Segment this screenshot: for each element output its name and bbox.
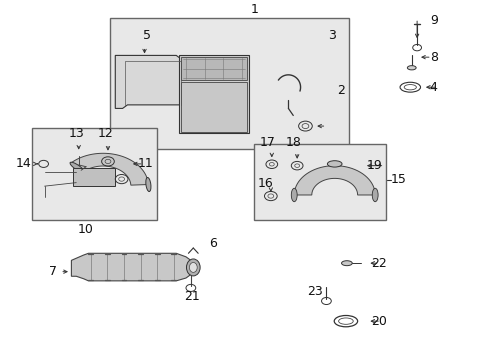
Text: 19: 19 [366, 159, 381, 172]
Text: 15: 15 [390, 172, 406, 186]
Ellipse shape [145, 177, 151, 192]
Text: 9: 9 [429, 14, 437, 27]
Text: 18: 18 [285, 136, 301, 149]
Bar [254, 144, 385, 220]
Bar [32, 128, 157, 220]
Bar [110, 18, 348, 149]
Text: 17: 17 [260, 136, 275, 149]
Ellipse shape [371, 188, 377, 202]
Polygon shape [71, 153, 148, 185]
Text: 3: 3 [327, 29, 336, 42]
Ellipse shape [407, 66, 415, 70]
Text: 14: 14 [15, 157, 31, 170]
Ellipse shape [291, 188, 297, 202]
Text: 2: 2 [336, 84, 345, 97]
Text: 20: 20 [370, 315, 386, 328]
Polygon shape [181, 82, 246, 132]
Text: 6: 6 [208, 237, 216, 250]
Polygon shape [71, 253, 193, 281]
Text: 23: 23 [306, 285, 322, 298]
Text: 12: 12 [98, 127, 113, 140]
Text: 7: 7 [49, 265, 57, 278]
Polygon shape [294, 166, 374, 195]
Ellipse shape [341, 261, 351, 266]
Ellipse shape [70, 162, 84, 173]
Polygon shape [181, 57, 246, 80]
Text: 22: 22 [370, 257, 386, 270]
Text: 5: 5 [142, 29, 151, 42]
Polygon shape [178, 55, 249, 133]
Ellipse shape [186, 259, 200, 276]
Ellipse shape [327, 161, 341, 167]
Text: 11: 11 [137, 157, 153, 170]
Polygon shape [73, 168, 115, 186]
Text: 13: 13 [68, 127, 84, 140]
Text: 21: 21 [184, 290, 200, 303]
Text: 8: 8 [429, 51, 437, 64]
Text: 10: 10 [78, 223, 94, 236]
Text: 1: 1 [250, 3, 258, 16]
Polygon shape [115, 55, 190, 108]
Text: 16: 16 [257, 177, 273, 190]
Ellipse shape [189, 262, 197, 273]
Text: 4: 4 [429, 81, 437, 94]
